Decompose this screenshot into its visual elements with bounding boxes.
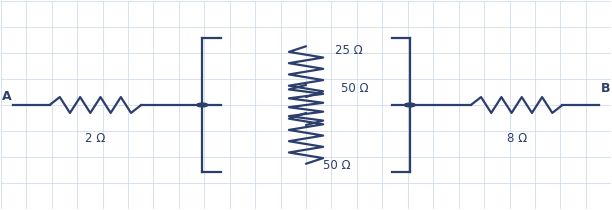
Text: 25 Ω: 25 Ω — [335, 44, 363, 57]
Text: 50 Ω: 50 Ω — [323, 159, 351, 172]
Text: 2 Ω: 2 Ω — [85, 132, 106, 145]
Circle shape — [405, 103, 416, 107]
Text: 8 Ω: 8 Ω — [507, 132, 527, 145]
Circle shape — [196, 103, 207, 107]
Text: 50 Ω: 50 Ω — [341, 82, 368, 95]
Text: A: A — [2, 90, 12, 103]
Text: B: B — [600, 82, 610, 95]
